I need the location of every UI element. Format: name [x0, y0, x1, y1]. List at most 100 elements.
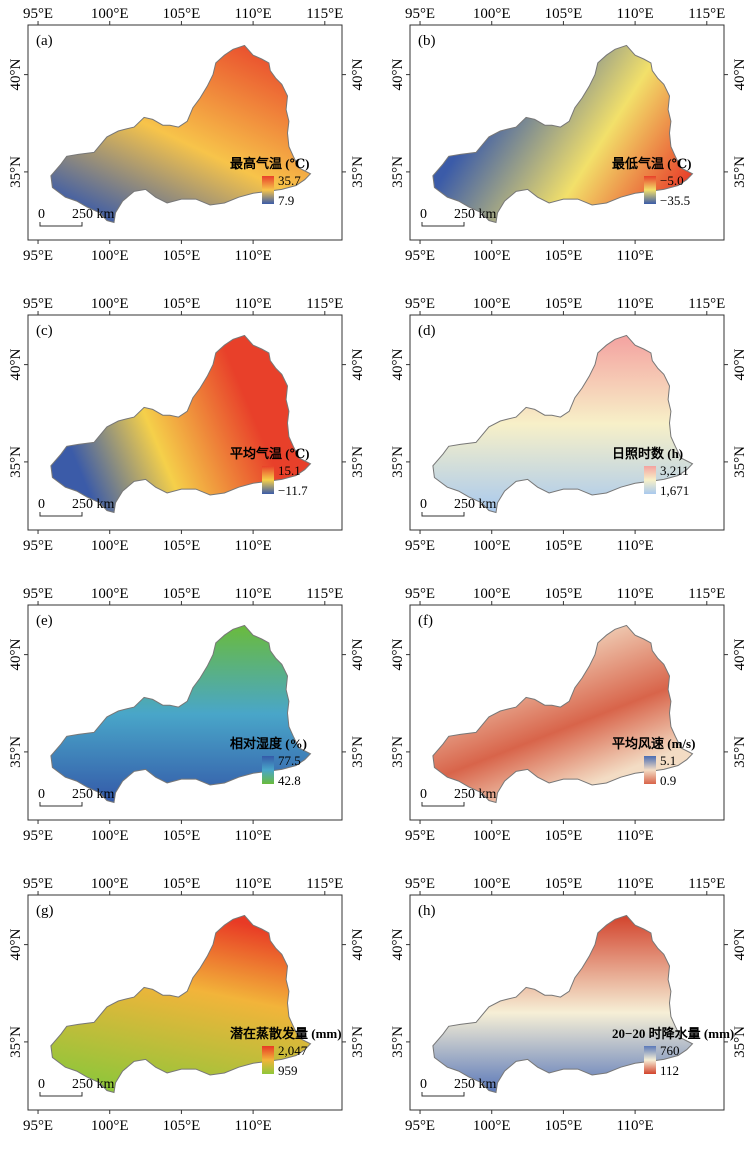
panel-label: (g) [36, 903, 54, 919]
panel-label: (h) [418, 903, 436, 919]
lon-tick-label-top: 100°E [91, 586, 129, 602]
scale-bar-start: 0 [38, 787, 45, 802]
lon-tick-label-top: 105°E [163, 586, 201, 602]
lon-tick-label-top: 110°E [617, 586, 654, 602]
lon-tick-label-bottom: 110°E [235, 828, 272, 844]
legend-title: 最低气温 (℃) [612, 156, 692, 171]
lon-tick-label-bottom: 105°E [163, 828, 201, 844]
panel-label: (c) [36, 323, 53, 339]
lon-tick-label-bottom: 105°E [163, 1118, 201, 1134]
lon-tick-label-bottom: 95°E [405, 828, 435, 844]
scale-bar-end: 250 km [72, 497, 115, 512]
lon-tick-label-top: 95°E [23, 6, 53, 22]
lon-tick-label-bottom: 95°E [405, 1118, 435, 1134]
legend-color-bar [262, 176, 274, 204]
lon-tick-label-top: 110°E [617, 6, 654, 22]
lat-tick-label-right: 40°N [732, 59, 748, 91]
scale-bar-end: 250 km [454, 1077, 497, 1092]
legend-color-bar [644, 176, 656, 204]
lat-tick-label-right: 35°N [732, 156, 748, 188]
scale-bar-start: 0 [38, 497, 45, 512]
scale-bar-end: 250 km [454, 787, 497, 802]
lon-tick-label-bottom: 105°E [545, 248, 583, 264]
map-svg: 95°E 95°E 100°E 100°E 105°E 105°E 110°E 110°E 11… [390, 6, 748, 264]
lon-tick-label-top: 110°E [235, 296, 272, 312]
legend-min-value: −35.5 [660, 193, 690, 208]
legend-min-value: 1,671 [660, 483, 689, 498]
legend-min-value: 0.9 [660, 773, 676, 788]
lon-tick-label-bottom: 105°E [545, 828, 583, 844]
lon-tick-label-bottom: 110°E [617, 538, 654, 554]
panel-label: (a) [36, 33, 53, 49]
scale-bar [39, 1092, 83, 1097]
panel-label: (e) [36, 613, 53, 629]
lon-tick-label-top: 95°E [23, 586, 53, 602]
lon-tick-label-bottom: 110°E [235, 1118, 272, 1134]
legend-max-value: −5.0 [660, 173, 684, 188]
lon-tick-label-top: 110°E [235, 586, 272, 602]
legend-max-value: 77.5 [278, 753, 301, 768]
lon-tick-label-bottom: 95°E [405, 538, 435, 554]
lat-tick-label-right: 35°N [350, 736, 366, 768]
lon-tick-label-bottom: 100°E [473, 538, 511, 554]
lon-tick-label-bottom: 95°E [23, 248, 53, 264]
lat-tick-label-right: 35°N [732, 736, 748, 768]
lon-tick-label-top: 100°E [91, 6, 129, 22]
lat-tick-label-right: 40°N [350, 929, 366, 961]
lon-tick-label-bottom: 105°E [163, 538, 201, 554]
lat-tick-label-right: 35°N [732, 1026, 748, 1058]
lat-tick-label-left: 40°N [390, 59, 406, 91]
lat-tick-label-left: 35°N [8, 736, 24, 768]
panel-label: (f) [418, 613, 433, 629]
map-svg: 95°E 95°E 100°E 100°E 105°E 105°E 110°E 110°E 11… [8, 6, 366, 264]
scale-bar-start: 0 [38, 1077, 45, 1092]
map-svg: 95°E 95°E 100°E 100°E 105°E 105°E 110°E 110°E 11… [390, 296, 748, 554]
lon-tick-label-bottom: 95°E [23, 538, 53, 554]
legend-color-bar [262, 466, 274, 494]
lat-tick-label-left: 35°N [390, 156, 406, 188]
lon-tick-label-top: 115°E [306, 586, 343, 602]
lon-tick-label-bottom: 100°E [91, 828, 129, 844]
lon-tick-label-bottom: 110°E [235, 248, 272, 264]
yellow-river-basin [50, 334, 312, 514]
scale-bar-start: 0 [420, 207, 427, 222]
map-panel-f: 95°E 95°E 100°E 100°E 105°E 105°E 110°E 110°E 11… [382, 580, 756, 870]
lon-tick-label-bottom: 100°E [473, 248, 511, 264]
legend-max-value: 15.1 [278, 463, 301, 478]
lon-tick-label-bottom: 95°E [23, 828, 53, 844]
lat-tick-label-left: 35°N [390, 446, 406, 478]
lon-tick-label-bottom: 95°E [23, 1118, 53, 1134]
lat-tick-label-right: 40°N [732, 929, 748, 961]
legend-max-value: 760 [660, 1043, 680, 1058]
lat-tick-label-right: 40°N [350, 639, 366, 671]
lon-tick-label-top: 110°E [617, 296, 654, 312]
lon-tick-label-top: 95°E [405, 586, 435, 602]
lon-tick-label-top: 105°E [545, 6, 583, 22]
panel-label: (d) [418, 323, 436, 339]
scale-bar-end: 250 km [72, 1077, 115, 1092]
yellow-river-basin [432, 334, 694, 514]
yellow-river-basin [50, 914, 312, 1094]
lon-tick-label-top: 95°E [405, 876, 435, 892]
scale-bar [39, 512, 83, 517]
panel-label: (b) [418, 33, 436, 49]
lon-tick-label-top: 115°E [688, 6, 725, 22]
lon-tick-label-bottom: 100°E [91, 538, 129, 554]
lat-tick-label-left: 40°N [8, 639, 24, 671]
map-panel-g: 95°E 95°E 100°E 100°E 105°E 105°E 110°E 110°E 11… [0, 870, 374, 1160]
scale-bar-end: 250 km [454, 497, 497, 512]
legend-max-value: 2,047 [278, 1043, 308, 1058]
yellow-river-basin [432, 624, 694, 804]
scale-bar-start: 0 [420, 497, 427, 512]
scale-bar-start: 0 [38, 207, 45, 222]
scale-bar-start: 0 [420, 787, 427, 802]
lon-tick-label-top: 105°E [545, 586, 583, 602]
lat-tick-label-left: 35°N [8, 446, 24, 478]
map-panel-a: 95°E 95°E 100°E 100°E 105°E 105°E 110°E 110°E 11… [0, 0, 374, 290]
lon-tick-label-bottom: 110°E [617, 1118, 654, 1134]
lon-tick-label-top: 115°E [688, 586, 725, 602]
scale-bar-end: 250 km [72, 787, 115, 802]
lon-tick-label-top: 100°E [473, 876, 511, 892]
lat-tick-label-left: 40°N [8, 929, 24, 961]
lat-tick-label-left: 35°N [390, 736, 406, 768]
